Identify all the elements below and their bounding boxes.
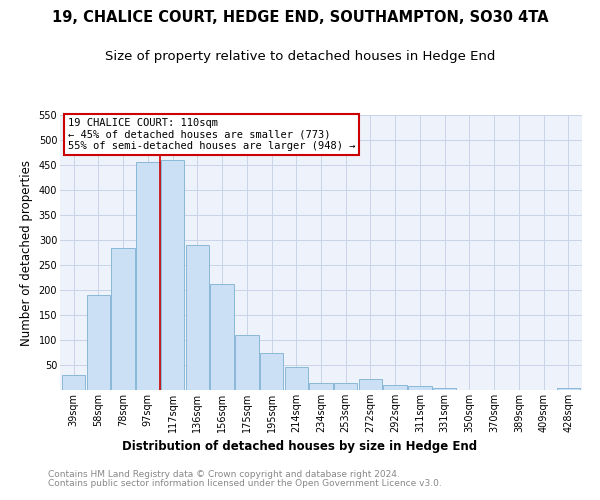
- Text: Distribution of detached houses by size in Hedge End: Distribution of detached houses by size …: [122, 440, 478, 453]
- Bar: [284, 366, 308, 390]
- Bar: [86, 295, 110, 390]
- Bar: [112, 248, 135, 390]
- Bar: [210, 284, 234, 390]
- Bar: [161, 160, 184, 390]
- Y-axis label: Number of detached properties: Number of detached properties: [20, 160, 33, 346]
- Bar: [260, 352, 283, 390]
- Text: Contains HM Land Registry data © Crown copyright and database right 2024.: Contains HM Land Registry data © Crown c…: [48, 470, 400, 479]
- Bar: [309, 382, 333, 390]
- Bar: [408, 386, 432, 390]
- Text: 19 CHALICE COURT: 110sqm
← 45% of detached houses are smaller (773)
55% of semi-: 19 CHALICE COURT: 110sqm ← 45% of detach…: [68, 118, 355, 151]
- Text: Size of property relative to detached houses in Hedge End: Size of property relative to detached ho…: [105, 50, 495, 63]
- Bar: [185, 245, 209, 390]
- Bar: [383, 385, 407, 390]
- Bar: [557, 388, 580, 390]
- Bar: [433, 388, 457, 390]
- Bar: [136, 162, 160, 390]
- Bar: [62, 375, 85, 390]
- Text: Contains public sector information licensed under the Open Government Licence v3: Contains public sector information licen…: [48, 479, 442, 488]
- Text: 19, CHALICE COURT, HEDGE END, SOUTHAMPTON, SO30 4TA: 19, CHALICE COURT, HEDGE END, SOUTHAMPTO…: [52, 10, 548, 25]
- Bar: [334, 382, 358, 390]
- Bar: [235, 335, 259, 390]
- Bar: [359, 378, 382, 390]
